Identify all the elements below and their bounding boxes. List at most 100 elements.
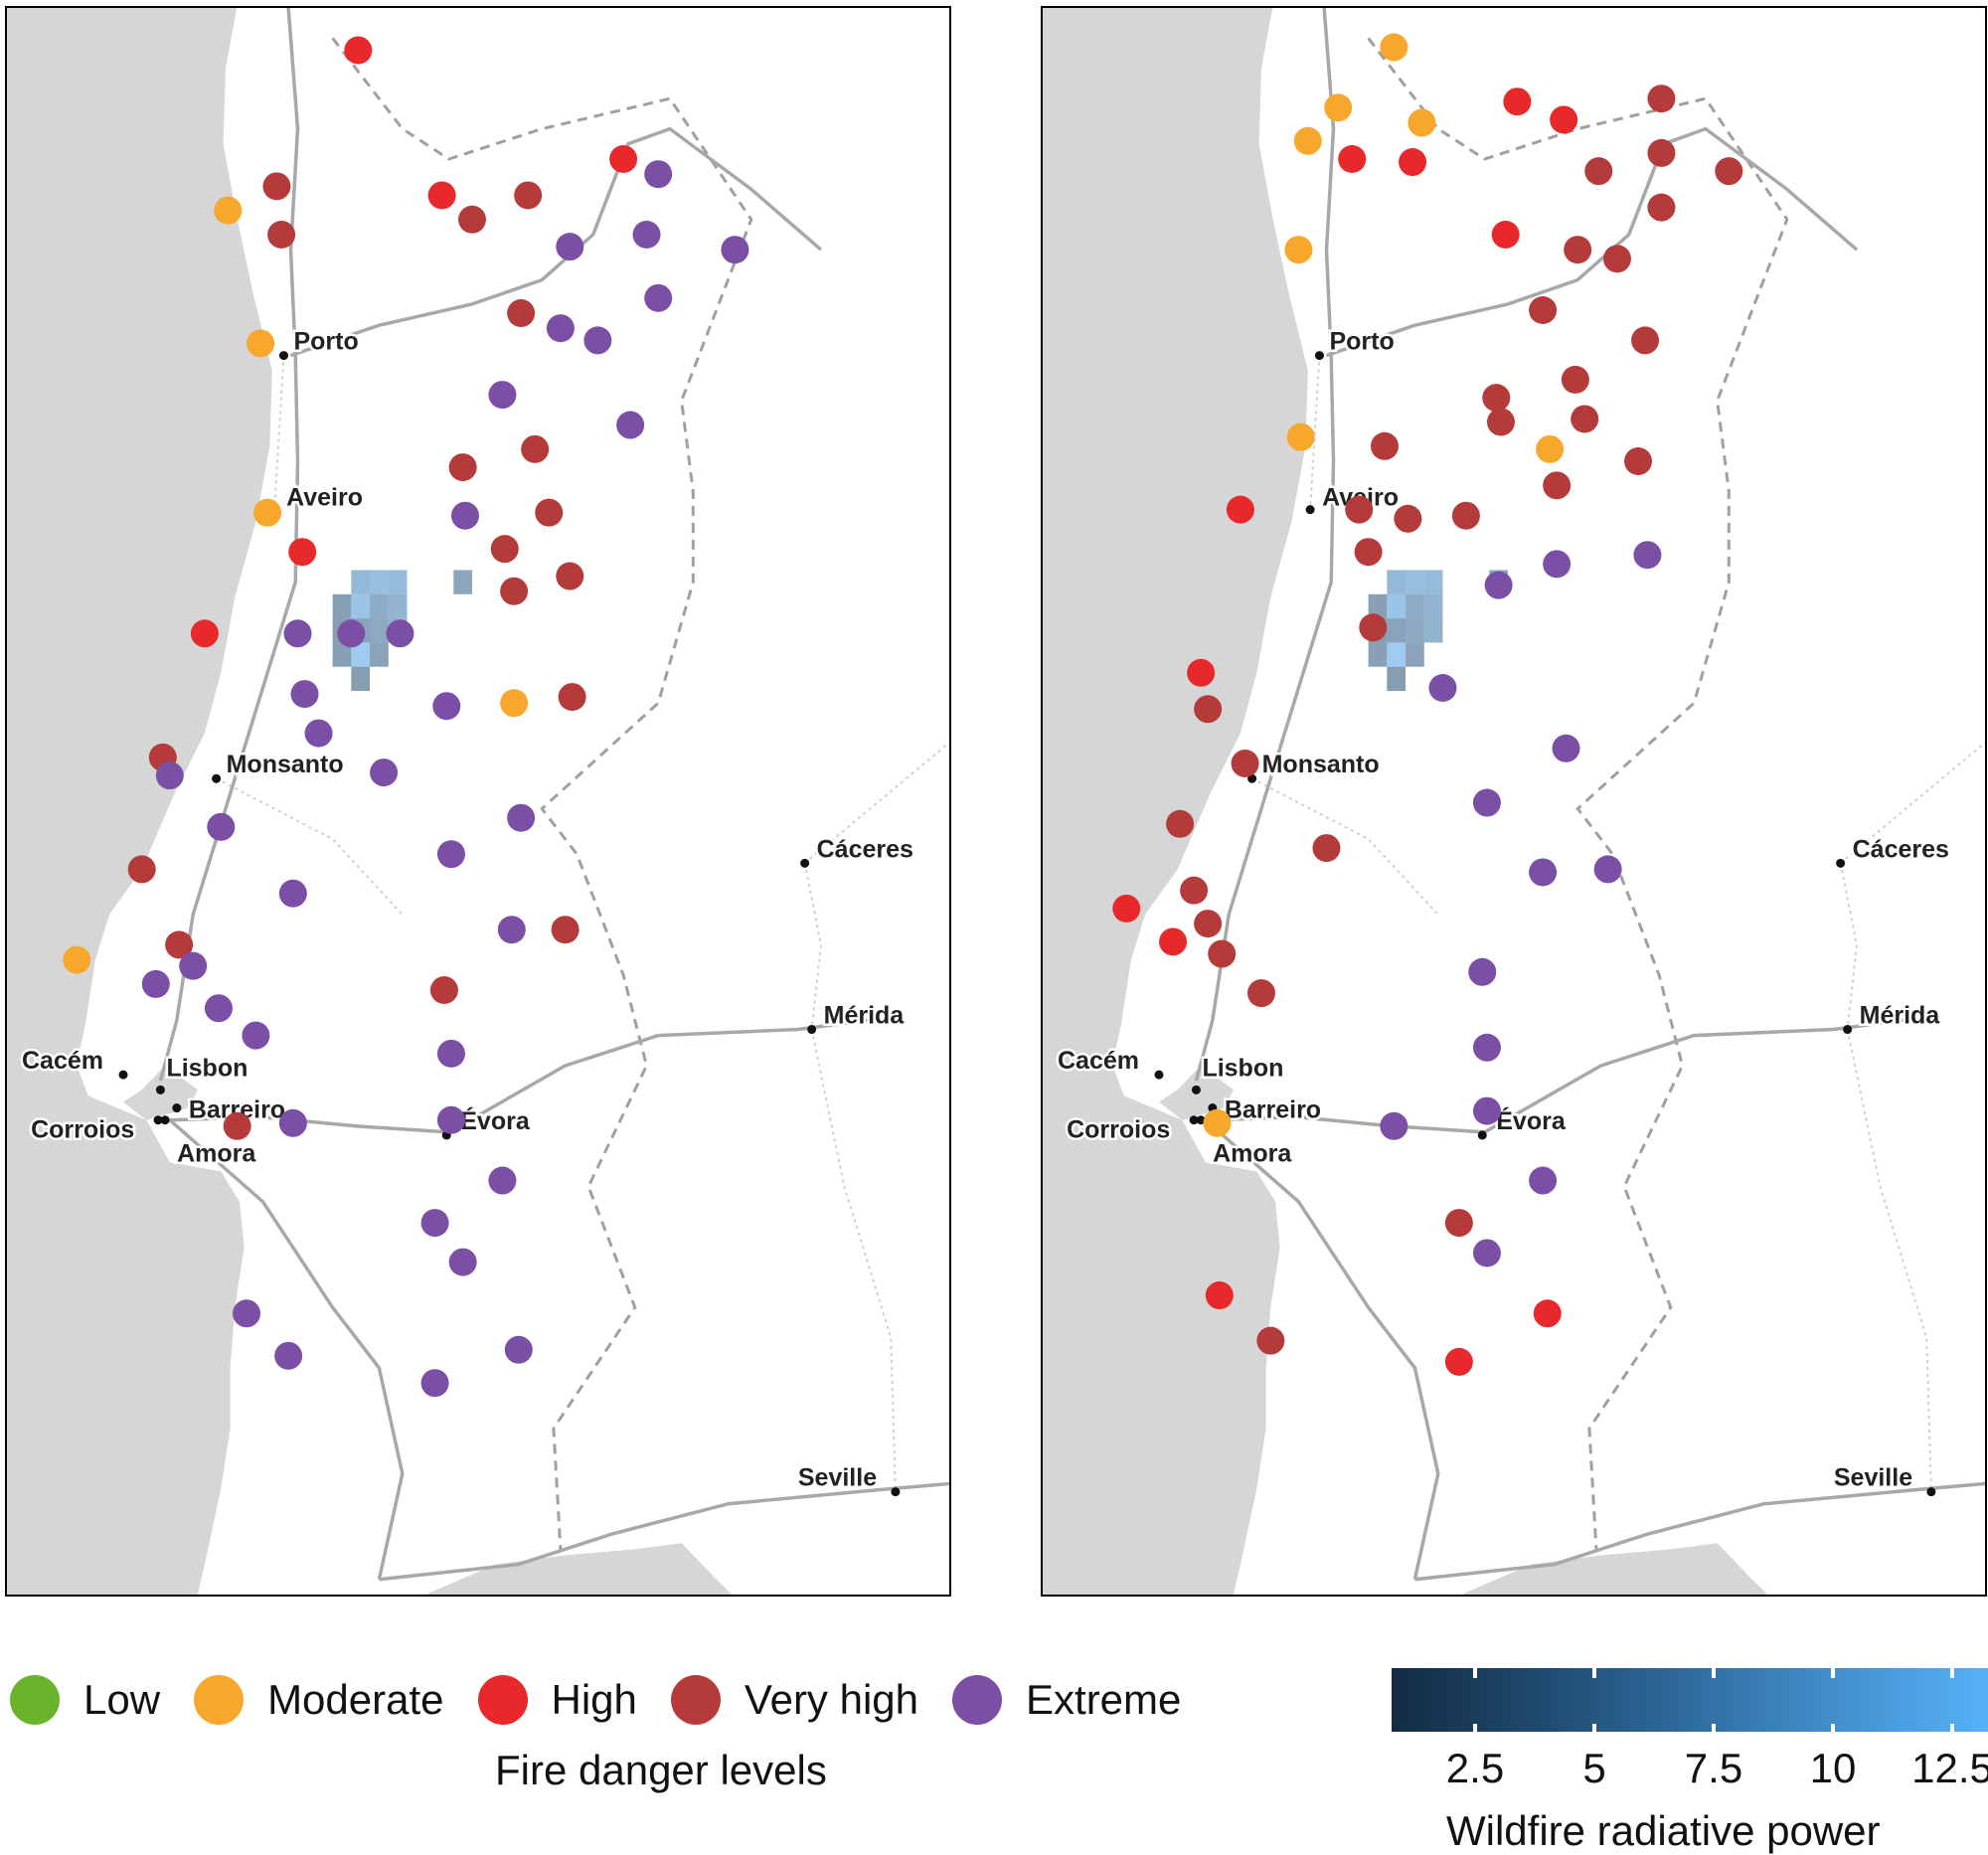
station-marker[interactable] (165, 930, 194, 959)
station-marker[interactable] (1194, 910, 1223, 938)
station-marker[interactable] (1231, 750, 1259, 777)
station-marker[interactable] (488, 381, 517, 410)
station-marker[interactable] (644, 160, 673, 189)
station-marker[interactable] (551, 916, 580, 944)
station-marker[interactable] (179, 951, 208, 980)
station-marker[interactable] (507, 299, 536, 328)
station-marker[interactable] (514, 181, 543, 210)
station-marker[interactable] (155, 761, 184, 790)
station-marker[interactable] (1484, 571, 1513, 599)
station-marker[interactable] (1256, 1326, 1285, 1355)
station-marker[interactable] (214, 196, 243, 225)
station-marker[interactable] (1561, 365, 1589, 394)
station-marker[interactable] (504, 1335, 533, 1364)
station-marker[interactable] (1359, 613, 1388, 642)
station-marker[interactable] (448, 1248, 477, 1276)
station-marker[interactable] (1370, 431, 1399, 460)
station-marker[interactable] (1380, 33, 1408, 62)
station-marker[interactable] (1647, 84, 1676, 113)
station-marker[interactable] (535, 498, 564, 527)
station-marker[interactable] (1345, 495, 1374, 524)
station-marker[interactable] (436, 1105, 465, 1134)
station-marker[interactable] (204, 994, 233, 1023)
station-marker[interactable] (490, 535, 519, 564)
station-marker[interactable] (1451, 501, 1480, 530)
station-marker[interactable] (274, 1341, 303, 1370)
station-marker[interactable] (632, 221, 661, 249)
station-marker[interactable] (1543, 471, 1572, 500)
station-marker[interactable] (1399, 148, 1427, 177)
map-panel-left[interactable]: PortoAveiroÁvilaTalavera de la ReinaMons… (5, 6, 951, 1597)
station-marker[interactable] (644, 283, 673, 312)
station-marker[interactable] (1112, 894, 1141, 923)
station-marker[interactable] (1543, 550, 1572, 579)
station-marker[interactable] (436, 1039, 465, 1068)
station-marker[interactable] (1503, 87, 1532, 116)
station-marker[interactable] (1647, 138, 1676, 167)
station-marker[interactable] (247, 329, 275, 358)
station-marker[interactable] (1571, 405, 1599, 433)
station-marker[interactable] (1180, 876, 1209, 905)
station-marker[interactable] (223, 1111, 251, 1140)
station-marker[interactable] (1444, 1209, 1473, 1238)
station-marker[interactable] (1593, 855, 1622, 884)
station-marker[interactable] (141, 969, 170, 998)
station-marker[interactable] (288, 538, 317, 567)
station-marker[interactable] (556, 233, 584, 261)
station-marker[interactable] (1444, 1347, 1473, 1376)
station-marker[interactable] (1226, 495, 1254, 524)
station-marker[interactable] (207, 812, 236, 841)
station-marker[interactable] (1584, 157, 1613, 186)
station-marker[interactable] (1647, 193, 1676, 222)
station-marker[interactable] (267, 221, 296, 249)
station-marker[interactable] (583, 326, 612, 355)
station-marker[interactable] (1408, 108, 1436, 137)
station-marker[interactable] (556, 562, 584, 590)
station-marker[interactable] (450, 501, 479, 530)
station-marker[interactable] (1486, 408, 1515, 436)
station-marker[interactable] (1380, 1111, 1408, 1140)
station-marker[interactable] (497, 916, 526, 944)
station-marker[interactable] (1482, 384, 1511, 413)
station-marker[interactable] (278, 1108, 307, 1137)
station-marker[interactable] (242, 1021, 270, 1050)
station-marker[interactable] (1631, 326, 1660, 355)
station-marker[interactable] (190, 619, 219, 648)
station-marker[interactable] (609, 145, 638, 173)
station-marker[interactable] (1552, 734, 1580, 762)
station-marker[interactable] (488, 1166, 517, 1195)
station-marker[interactable] (1633, 541, 1662, 570)
station-marker[interactable] (1533, 1299, 1562, 1328)
station-marker[interactable] (370, 759, 399, 787)
station-marker[interactable] (1284, 236, 1313, 264)
station-marker[interactable] (500, 577, 529, 605)
station-marker[interactable] (436, 840, 465, 869)
station-marker[interactable] (500, 689, 529, 718)
station-marker[interactable] (253, 498, 282, 527)
station-marker[interactable] (432, 692, 461, 721)
station-marker[interactable] (344, 36, 373, 65)
station-marker[interactable] (304, 719, 333, 748)
station-marker[interactable] (1472, 1033, 1501, 1062)
station-marker[interactable] (278, 879, 307, 908)
map-panel-right[interactable]: PortoAveiroÁvilaTalavera de la ReinaMons… (1041, 6, 1987, 1597)
station-marker[interactable] (1491, 221, 1520, 249)
station-marker[interactable] (1312, 834, 1341, 863)
station-marker[interactable] (1354, 538, 1383, 567)
station-marker[interactable] (1159, 928, 1188, 956)
station-marker[interactable] (546, 314, 575, 343)
station-marker[interactable] (1324, 93, 1353, 122)
station-marker[interactable] (448, 453, 477, 482)
station-marker[interactable] (420, 1369, 449, 1398)
station-marker[interactable] (721, 236, 749, 264)
station-marker[interactable] (1564, 236, 1592, 264)
station-marker[interactable] (1203, 1108, 1232, 1137)
station-marker[interactable] (1205, 1281, 1234, 1310)
station-marker[interactable] (1472, 1096, 1501, 1125)
station-marker[interactable] (1472, 788, 1501, 817)
station-marker[interactable] (521, 434, 550, 463)
station-marker[interactable] (1187, 658, 1216, 687)
station-marker[interactable] (1624, 447, 1653, 475)
station-marker[interactable] (558, 683, 586, 712)
station-marker[interactable] (337, 619, 366, 648)
